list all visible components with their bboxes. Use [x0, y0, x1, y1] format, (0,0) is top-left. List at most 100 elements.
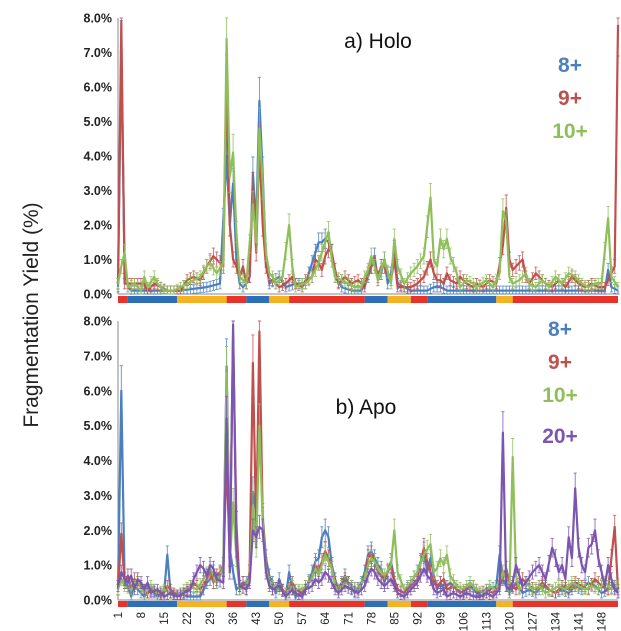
y-tick-label: 0.0% — [84, 288, 113, 302]
x-tick-label: 92 — [412, 612, 424, 625]
x-tick-label: 1 — [113, 612, 125, 618]
strip-segment — [177, 296, 227, 303]
y-tick-label: 1.0% — [84, 253, 113, 267]
strip-segment — [127, 601, 178, 607]
series-line — [116, 20, 620, 292]
strip-segment — [246, 296, 270, 303]
strip-segment — [427, 601, 497, 607]
x-tick-label: 43 — [251, 612, 263, 625]
y-tick-label: 3.0% — [84, 184, 113, 198]
series-8plus — [116, 19, 620, 295]
apo-legend-10plus: 10+ — [542, 384, 578, 407]
series-line — [116, 323, 619, 598]
x-tick-label: 8 — [136, 612, 148, 618]
series-line — [116, 47, 619, 292]
y-tick-label: 4.0% — [84, 150, 113, 164]
series-line — [116, 372, 619, 598]
x-tick-label: 15 — [159, 612, 171, 625]
series-line — [116, 37, 619, 292]
series-9plus — [116, 17, 620, 295]
x-tick-label: 57 — [297, 612, 309, 625]
strip-segment — [364, 296, 388, 303]
strip-segment — [496, 601, 513, 607]
strip-segment — [410, 296, 428, 303]
apo-legend-20plus: 20+ — [542, 425, 578, 448]
y-axis-label: Fragmentation Yield (%) — [20, 202, 43, 427]
error-bars — [116, 17, 620, 295]
y-tick-label: 1.0% — [84, 559, 113, 573]
strip-segment — [387, 296, 411, 303]
series-line — [116, 330, 620, 598]
strip-segment — [289, 296, 365, 303]
y-tick-label: 8.0% — [84, 12, 113, 26]
apo-legend: 8+ 9+ 10+ 20+ — [542, 318, 578, 448]
y-tick-label: 5.0% — [84, 115, 113, 129]
apo-axes: 0.0% 1.0% 2.0% 3.0% 4.0% 5.0% 6.0% 7.0% 8.0% — [84, 315, 618, 608]
x-tick-label: 148 — [597, 612, 609, 631]
strip-segment — [512, 296, 618, 303]
strip-segment — [127, 296, 178, 303]
y-tick-label: 7.0% — [84, 46, 113, 60]
x-tick-label: 78 — [366, 612, 378, 625]
y-tick-label: 5.0% — [84, 419, 113, 433]
x-tick-label: 120 — [504, 612, 516, 631]
x-tick-label: 134 — [551, 611, 563, 631]
strip-segment — [427, 296, 497, 303]
x-tick-label: 64 — [320, 611, 332, 624]
apo-title: b) Apo — [336, 396, 397, 419]
y-tick-label: 2.0% — [84, 219, 113, 233]
holo-legend-9plus: 9+ — [558, 87, 582, 110]
strip-segment — [387, 601, 411, 607]
y-tick-label: 0.0% — [84, 594, 113, 608]
holo-title: a) Holo — [344, 30, 412, 53]
x-tick-label: 113 — [481, 612, 493, 630]
strip-segment — [226, 601, 247, 607]
strip-segment — [269, 296, 289, 303]
y-tick-label: 2.0% — [84, 524, 113, 538]
x-tick-label: 36 — [228, 612, 240, 625]
panel-holo: 0.0% 1.0% 2.0% 3.0% 4.0% 5.0% 6.0% 7.0% 8.0% a) … — [84, 12, 620, 303]
x-tick-label: 127 — [528, 612, 540, 631]
holo-residue-strip — [118, 296, 618, 303]
y-tick-label: 4.0% — [84, 454, 113, 468]
apo-legend-8plus: 8+ — [548, 318, 572, 341]
series-20plus — [116, 320, 620, 601]
holo-legend-10plus: 10+ — [552, 120, 588, 143]
strip-segment — [364, 601, 388, 607]
strip-segment — [177, 601, 227, 607]
apo-residue-strip — [118, 601, 618, 607]
strip-segment — [496, 296, 513, 303]
strip-segment — [118, 601, 128, 607]
x-tick-label: 50 — [274, 612, 286, 625]
y-tick-label: 6.0% — [84, 384, 113, 398]
error-bars — [116, 19, 620, 295]
holo-legend: 8+ 9+ 10+ — [552, 54, 588, 143]
holo-axes: 0.0% 1.0% 2.0% 3.0% 4.0% 5.0% 6.0% 7.0% 8.0% — [84, 12, 618, 302]
error-bars — [116, 17, 620, 295]
x-tick-label: 106 — [458, 612, 470, 631]
x-tick-label: 99 — [435, 612, 447, 625]
y-tick-label: 8.0% — [84, 315, 113, 329]
y-tick-label: 7.0% — [84, 349, 113, 363]
x-tick-label: 141 — [574, 612, 586, 631]
strip-segment — [289, 601, 365, 607]
strip-segment — [410, 601, 428, 607]
apo-x-tick-labels: 1 8 15 22 29 36 43 50 57 64 71 78 85 92 99 106 113 120 127… — [113, 611, 609, 631]
y-tick-label: 6.0% — [84, 81, 113, 95]
x-tick-label: 85 — [389, 612, 401, 625]
strip-segment — [118, 296, 128, 303]
x-tick-label: 29 — [205, 612, 217, 625]
series-10plus — [116, 17, 620, 295]
strip-segment — [226, 296, 247, 303]
y-tick-label: 3.0% — [84, 489, 113, 503]
apo-legend-9plus: 9+ — [548, 351, 572, 374]
x-tick-label: 71 — [343, 612, 355, 625]
x-tick-label: 22 — [182, 612, 194, 625]
holo-legend-8plus: 8+ — [558, 54, 582, 77]
strip-segment — [246, 601, 270, 607]
strip-segment — [512, 601, 618, 607]
strip-segment — [269, 601, 289, 607]
apo-plot-area — [116, 320, 620, 601]
